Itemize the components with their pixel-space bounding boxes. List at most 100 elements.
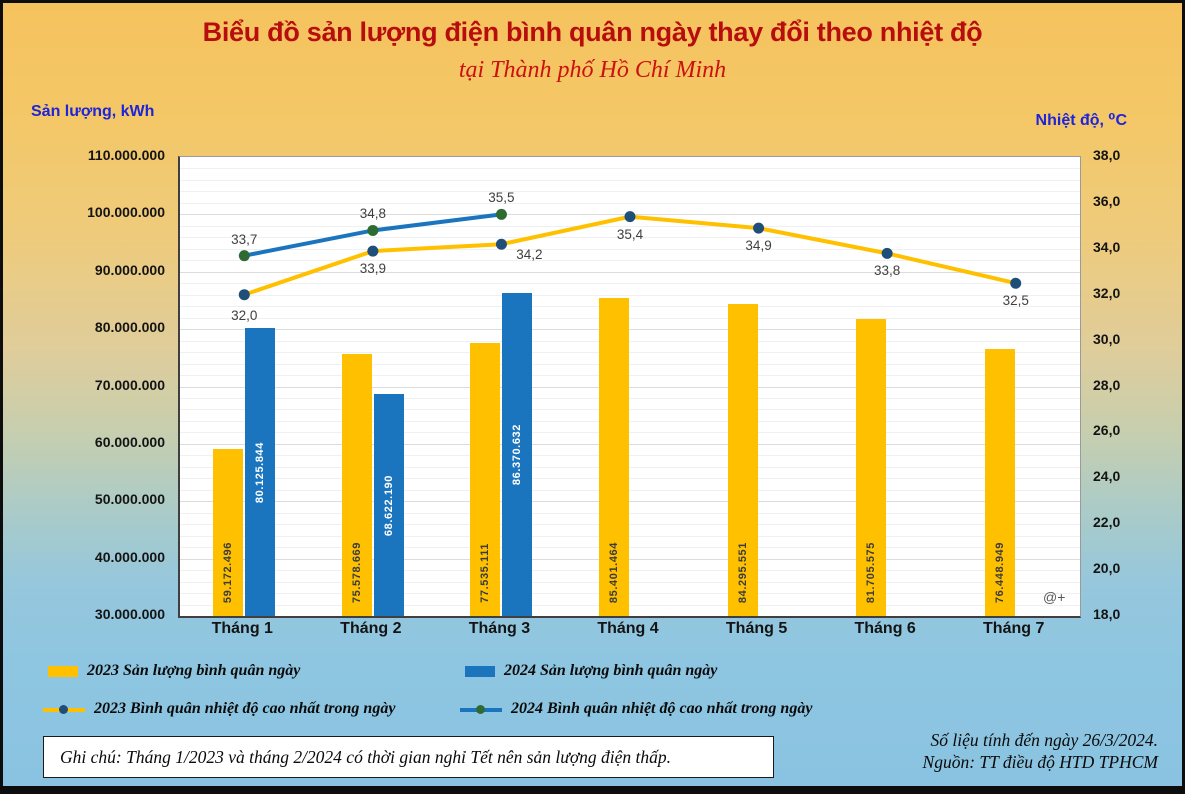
legend-item-line-2024: 2024 Bình quân nhiệt độ cao nhất trong n… (460, 700, 812, 718)
gridline (180, 547, 1080, 549)
temperature-marker (495, 208, 507, 220)
left-tick: 90.000.000 (94, 261, 165, 278)
gridline (180, 363, 1080, 365)
right-tick: 26,0 (1093, 422, 1121, 439)
gridline (180, 524, 1080, 526)
gridline (180, 420, 1080, 422)
temperature-marker (881, 247, 893, 259)
right-axis-ticks: 38,0 36,0 34,0 32,0 30,0 28,0 26,0 24,0 22,0 20,0… (1093, 147, 1182, 622)
x-label-Tháng 2: Tháng 2 (340, 620, 402, 637)
left-tick: 50.000.000 (94, 491, 165, 508)
bar-2023-Tháng 5 (727, 304, 758, 616)
temperature-value-label: 34,8 (359, 206, 386, 222)
legend-label: 2023 Sản lượng bình quân ngày (87, 662, 301, 679)
x-label-Tháng 6: Tháng 6 (854, 620, 916, 637)
temperature-marker (238, 289, 250, 301)
x-axis-labels: Tháng 1 Tháng 2 Tháng 3 Tháng 4 Tháng 5 Tháng… (178, 620, 1078, 644)
x-label-Tháng 5: Tháng 5 (725, 620, 788, 637)
footnote-box: Ghi chú: Tháng 1/2023 và tháng 2/2024 có… (43, 736, 774, 778)
gridline (180, 271, 1080, 273)
legend-swatch-bar-2024 (465, 665, 495, 677)
page-title: Biểu đồ sản lượng điện bình quân ngày th… (202, 17, 983, 47)
watermark: @+ (1043, 589, 1066, 605)
legend-swatch-line-2024 (460, 703, 502, 715)
gridline (180, 386, 1080, 388)
right-tick: 34,0 (1093, 238, 1121, 255)
gridline (180, 489, 1080, 491)
temperature-value-label: 35,5 (488, 190, 515, 206)
gridline (180, 294, 1080, 296)
gridline (180, 501, 1080, 503)
bar-2024-Tháng 2 (373, 394, 404, 616)
bar-2023-Tháng 4 (599, 298, 629, 616)
x-label-Tháng 4: Tháng 4 (597, 620, 659, 637)
legend-item-bars-2023: 2023 Sản lượng bình quân ngày (48, 662, 300, 680)
legend-swatch-bar-2023 (48, 665, 78, 677)
gridline (180, 593, 1080, 595)
right-tick: 24,0 (1093, 468, 1121, 485)
temperature-marker (624, 211, 636, 223)
right-tick: 28,0 (1093, 376, 1121, 393)
temperature-value-label: 32,5 (1002, 293, 1029, 309)
gridline (180, 409, 1080, 411)
gridline (180, 570, 1080, 572)
gridline (180, 202, 1080, 204)
gridline (180, 179, 1080, 181)
gridline (180, 455, 1080, 457)
bar-2024-Tháng 1 (245, 328, 276, 616)
temperature-marker (1010, 277, 1022, 289)
left-tick: 110.000.000 (87, 147, 165, 163)
gridline (180, 375, 1080, 377)
right-tick: 38,0 (1093, 147, 1121, 163)
gridline (180, 558, 1080, 560)
temperature-marker (495, 238, 507, 250)
gridline (180, 432, 1080, 434)
left-tick: 30.000.000 (94, 606, 165, 622)
right-tick: 32,0 (1093, 284, 1121, 301)
gridline (180, 352, 1080, 354)
bar-2024-Tháng 3 (502, 292, 533, 616)
left-tick: 100.000.000 (87, 204, 165, 221)
right-tick: 36,0 (1093, 192, 1121, 209)
gridline (180, 340, 1080, 342)
temperature-marker (367, 224, 379, 236)
plot-area: 59.172.496 75.578.669 77.535.111 85.401.464… (178, 156, 1081, 618)
gridline (180, 397, 1080, 399)
bar-2023-Tháng 6 (856, 319, 887, 616)
left-axis-ticks: 110.000.000 100.000.000 90.000.000 80.000.0… (3, 147, 165, 622)
temperature-marker (238, 250, 250, 262)
legend-item-line-2023: 2023 Bình quân nhiệt độ cao nhất trong n… (43, 700, 395, 718)
x-label-Tháng 1: Tháng 1 (211, 620, 273, 637)
page-subtitle: tại Thành phố Hồ Chí Minh (458, 57, 727, 83)
legend-label: 2023 Bình quân nhiệt độ cao nhất trong n… (94, 700, 396, 717)
gridline (180, 168, 1080, 170)
gridline (180, 535, 1080, 537)
right-axis-title: Nhiệt độ, ⁰C (1035, 112, 1127, 129)
left-tick: 80.000.000 (94, 319, 165, 336)
right-tick: 18,0 (1093, 606, 1121, 622)
right-tick: 22,0 (1093, 514, 1121, 531)
gridline (180, 191, 1080, 193)
source-line-2: Nguồn: TT điều độ HTD TPHCM (922, 752, 1158, 772)
gridline (180, 466, 1080, 468)
gridline (180, 317, 1080, 319)
gridline (180, 306, 1080, 308)
gridline (180, 248, 1080, 250)
left-tick: 60.000.000 (94, 433, 165, 450)
left-tick: 70.000.000 (94, 376, 165, 393)
bar-2023-Tháng 1 (213, 448, 244, 616)
data-source: Số liệu tính đến ngày 26/3/2024. Nguồn: … (923, 729, 1158, 773)
gridline (180, 604, 1080, 606)
right-tick: 20,0 (1093, 560, 1121, 577)
legend-label: 2024 Sản lượng bình quân ngày (504, 662, 718, 679)
gridline (180, 237, 1080, 239)
temperature-value-label: 33,8 (874, 263, 901, 279)
gridline (180, 443, 1080, 445)
gridline (180, 283, 1080, 285)
legend-item-bars-2024: 2024 Sản lượng bình quân ngày (465, 662, 717, 680)
footnote-text: Ghi chú: Tháng 1/2023 và tháng 2/2024 có… (60, 746, 672, 767)
left-axis-title: Sản lượng, kWh (31, 103, 155, 120)
bar-2023-Tháng 2 (341, 354, 372, 616)
legend-label: 2024 Bình quân nhiệt độ cao nhất trong n… (511, 700, 813, 717)
temperature-marker (753, 222, 765, 234)
